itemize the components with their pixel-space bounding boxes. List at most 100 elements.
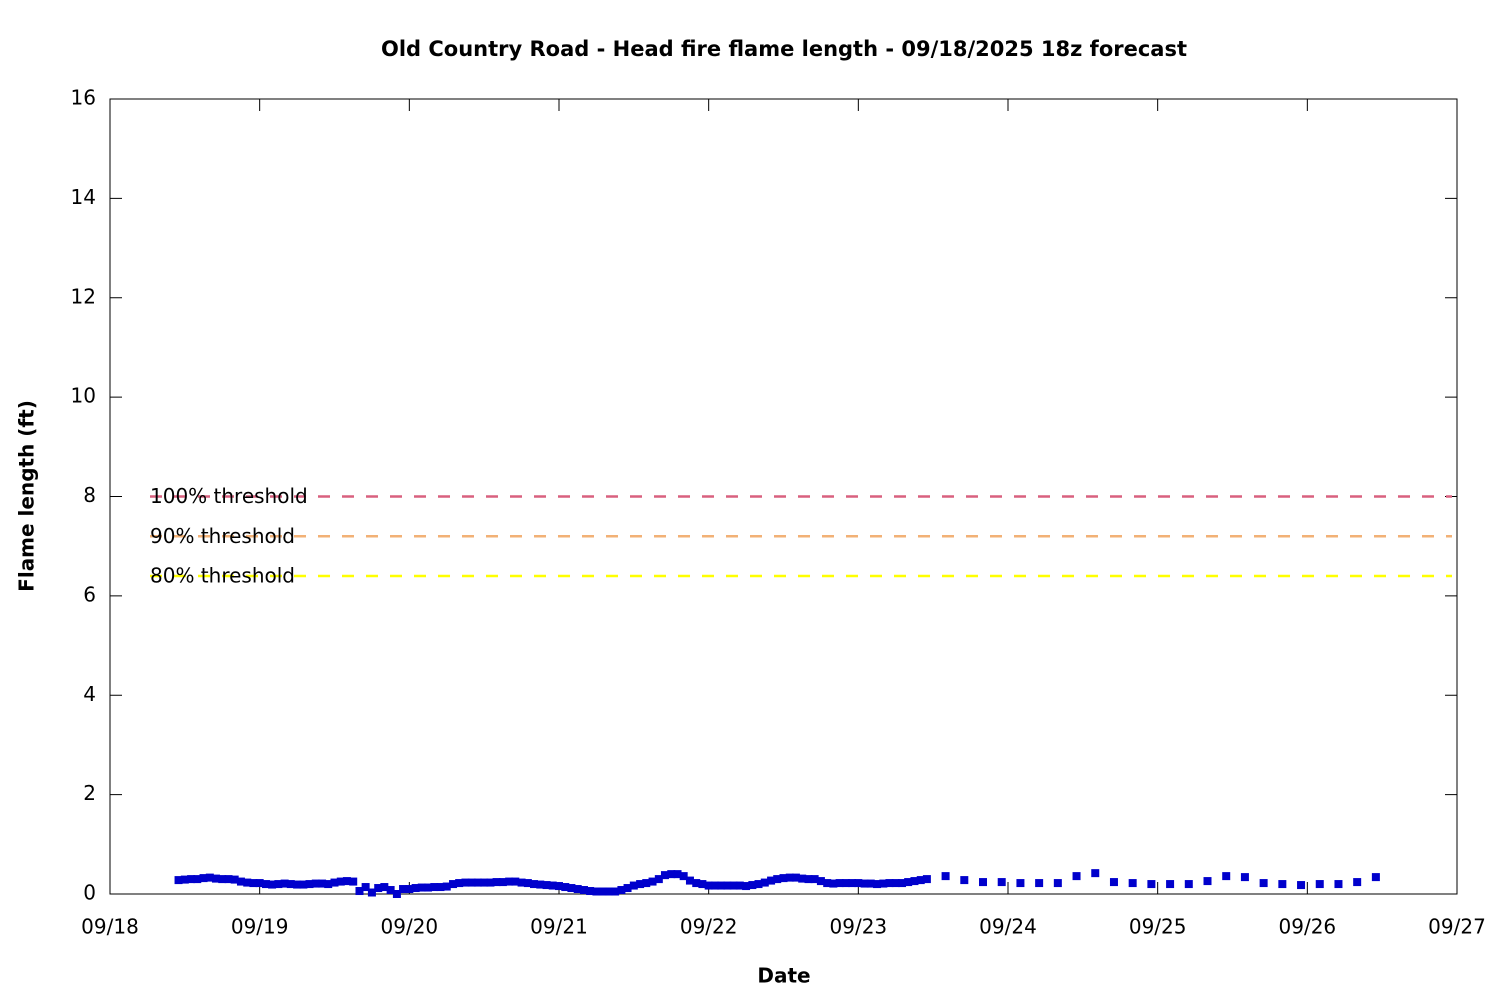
data-point <box>816 877 825 886</box>
data-point <box>174 876 183 885</box>
data-point <box>1315 880 1324 889</box>
data-point <box>1147 880 1156 889</box>
data-point <box>386 886 395 895</box>
data-point <box>187 875 196 884</box>
x-tick-label: 09/25 <box>1129 915 1187 939</box>
data-point <box>879 879 888 888</box>
data-point <box>349 877 358 886</box>
data-point <box>579 886 588 895</box>
data-point <box>810 875 819 884</box>
data-point <box>636 880 645 889</box>
data-point <box>898 879 907 888</box>
data-point <box>561 883 570 892</box>
data-point <box>205 873 214 882</box>
data-point <box>286 880 295 889</box>
data-point <box>685 876 694 885</box>
data-point <box>598 887 607 896</box>
data-point <box>424 883 433 892</box>
data-point <box>735 881 744 890</box>
data-point <box>623 884 632 893</box>
data-point <box>667 870 676 879</box>
data-point <box>960 876 969 885</box>
data-point <box>361 883 370 892</box>
data-point <box>305 880 314 889</box>
x-tick-label: 09/23 <box>830 915 888 939</box>
x-tick-label: 09/20 <box>381 915 439 939</box>
data-point <box>710 881 719 890</box>
data-point <box>1128 879 1137 888</box>
data-point <box>511 877 520 886</box>
y-tick-label: 14 <box>71 185 96 209</box>
data-point <box>654 875 663 884</box>
data-point <box>417 883 426 892</box>
data-point <box>324 880 333 889</box>
threshold-label: 90% threshold <box>150 524 295 548</box>
data-point <box>1053 879 1062 888</box>
data-point <box>455 879 464 888</box>
data-point <box>442 882 451 891</box>
x-tick-label: 09/21 <box>530 915 588 939</box>
data-point <box>548 881 557 890</box>
y-tick-label: 6 <box>83 582 96 606</box>
data-point <box>318 879 327 888</box>
data-point <box>536 880 545 889</box>
data-point <box>1203 877 1212 886</box>
data-point <box>436 883 445 892</box>
data-point <box>1334 880 1343 889</box>
data-point <box>873 880 882 889</box>
data-point <box>642 879 651 888</box>
data-point <box>374 884 383 893</box>
data-point <box>1091 869 1100 878</box>
data-point <box>1035 879 1044 888</box>
data-point <box>380 883 389 892</box>
data-point <box>236 877 245 886</box>
data-point <box>180 875 189 884</box>
data-point <box>904 878 913 887</box>
data-point <box>860 879 869 888</box>
data-point <box>243 878 252 887</box>
data-point <box>916 876 925 885</box>
data-point <box>885 879 894 888</box>
data-point <box>997 878 1006 887</box>
data-point <box>399 885 408 894</box>
data-point <box>505 877 514 886</box>
data-point <box>517 878 526 887</box>
x-tick-label: 09/18 <box>81 915 139 939</box>
data-point <box>922 875 931 884</box>
data-point <box>891 879 900 888</box>
y-tick-label: 0 <box>83 881 96 905</box>
data-point <box>854 879 863 888</box>
y-axis-label: Flame length (ft) <box>15 400 39 592</box>
data-point <box>199 874 208 883</box>
data-point <box>1259 879 1268 888</box>
data-point <box>311 879 320 888</box>
data-point <box>355 887 364 896</box>
x-tick-label: 09/19 <box>231 915 289 939</box>
data-point <box>342 877 351 886</box>
data-point <box>261 880 270 889</box>
data-point <box>629 881 638 890</box>
data-point <box>498 878 507 887</box>
data-point <box>211 874 220 883</box>
data-point <box>1184 880 1193 889</box>
data-point <box>611 887 620 896</box>
data-point <box>486 878 495 887</box>
data-point <box>449 880 458 889</box>
data-point <box>829 879 838 888</box>
data-point <box>779 874 788 883</box>
data-point <box>835 879 844 888</box>
data-point <box>941 872 950 881</box>
data-point <box>586 887 595 896</box>
data-point <box>411 884 420 893</box>
data-point <box>1353 878 1362 887</box>
data-point <box>330 878 339 887</box>
data-point <box>1072 872 1081 881</box>
data-point <box>405 885 414 894</box>
data-point <box>754 880 763 889</box>
chart-title: Old Country Road - Head fire flame lengt… <box>381 37 1187 61</box>
data-point <box>467 878 476 887</box>
data-point <box>249 879 258 888</box>
data-point <box>823 879 832 888</box>
data-point <box>773 875 782 884</box>
